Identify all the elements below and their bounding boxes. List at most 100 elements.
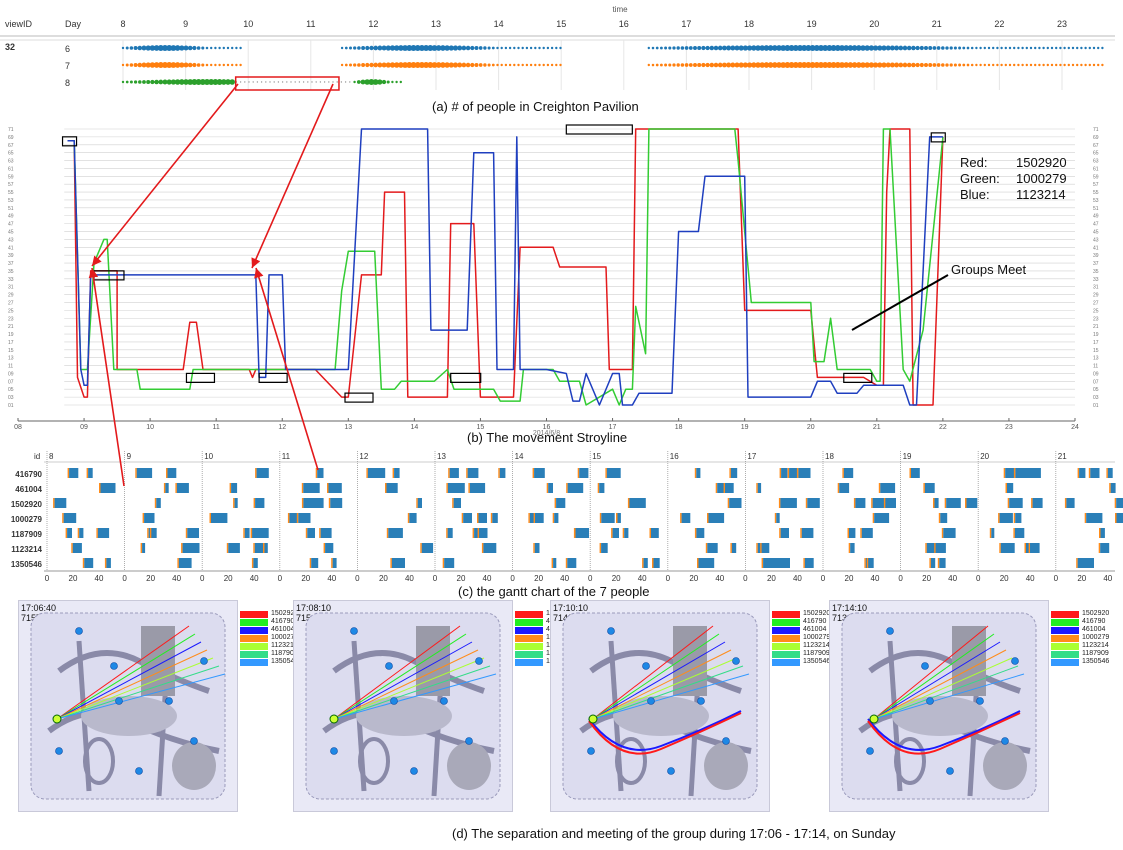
time-axis-title: time [612, 5, 628, 14]
trajectory-line [873, 625, 989, 720]
count-dot [478, 46, 483, 50]
count-dot [1092, 46, 1096, 50]
count-dot [1008, 46, 1012, 50]
gantt-block [151, 528, 157, 538]
legend-id: 1123214 [1082, 642, 1109, 649]
gantt-start-mark [944, 498, 947, 508]
gantt-start-mark [498, 468, 500, 478]
hour-tick-label: 11 [306, 19, 315, 29]
meeting-box [843, 372, 873, 383]
gantt-start-mark [1099, 528, 1101, 538]
gantt-block [253, 558, 258, 568]
day-row-label: 6 [65, 44, 70, 54]
view-id: 32 [5, 42, 15, 52]
count-dot [784, 45, 791, 51]
count-dot [822, 45, 829, 51]
count-dot [923, 62, 929, 68]
count-dot [153, 62, 160, 68]
count-dot [538, 63, 541, 67]
gantt-start-mark [649, 528, 651, 538]
count-dot [546, 46, 550, 50]
y-tick-label-left: 47 [8, 222, 14, 228]
count-dot [722, 62, 727, 68]
legend-swatch [1051, 658, 1079, 666]
count-dot [818, 62, 824, 68]
gantt-start-mark [149, 528, 152, 538]
lake [81, 696, 177, 736]
gantt-start-mark [878, 483, 881, 493]
count-dot [444, 62, 450, 68]
count-dot [121, 46, 125, 50]
y-tick-label-left: 07 [8, 379, 14, 385]
count-dot [664, 63, 668, 67]
hour-tick-label: 19 [807, 19, 817, 29]
gantt-block [567, 558, 577, 568]
y-tick-label-right: 09 [1093, 371, 1099, 377]
minute-tick-label: 20 [69, 574, 78, 583]
count-dot [839, 62, 845, 68]
legend-swatch [240, 634, 268, 642]
count-dot [491, 46, 495, 50]
meeting-box [344, 392, 374, 403]
count-dot [659, 63, 663, 67]
count-dot [722, 45, 727, 51]
count-dot [945, 46, 949, 50]
minute-tick-label: 0 [1054, 574, 1059, 583]
count-dot [898, 62, 904, 68]
count-dot [158, 79, 164, 85]
panel-time: 17:10:10 [553, 603, 589, 613]
y-tick-label-right: 59 [1093, 174, 1099, 180]
gantt-block [554, 513, 559, 523]
count-dot [730, 45, 736, 51]
count-dot [393, 62, 400, 68]
count-dot [517, 46, 520, 50]
gantt-block [843, 468, 854, 478]
minute-tick-label: 20 [689, 574, 698, 583]
plaza [447, 742, 491, 790]
legend-swatch [1051, 642, 1079, 650]
count-dot [414, 45, 421, 51]
gantt-start-mark [142, 513, 145, 523]
gantt-start-mark [552, 513, 555, 523]
gantt-start-mark [642, 558, 644, 568]
gantt-block [332, 558, 337, 568]
count-dot [410, 62, 417, 68]
y-tick-label-left: 09 [8, 371, 14, 377]
count-dot [470, 62, 475, 68]
count-dot [513, 63, 516, 67]
gantt-block [874, 513, 890, 523]
count-dot [730, 62, 736, 68]
day-label: 10 [204, 452, 213, 461]
count-dot [340, 46, 344, 50]
gantt-block [612, 528, 619, 538]
y-tick-label-right: 23 [1093, 316, 1099, 322]
count-dot [517, 63, 520, 67]
gantt-start-mark [366, 468, 368, 478]
gantt-block [79, 528, 84, 538]
minute-tick-label: 40 [483, 574, 492, 583]
y-tick-label-right: 19 [1093, 332, 1099, 338]
gantt-block [479, 528, 488, 538]
gantt-start-mark [652, 558, 654, 568]
panel-legend-item: 461004 [240, 626, 298, 634]
count-dot [491, 63, 495, 67]
count-dot [818, 45, 824, 51]
attraction-marker [926, 697, 934, 705]
group-position [52, 714, 62, 724]
gantt-start-mark [999, 543, 1001, 553]
y-tick-label-right: 27 [1093, 300, 1099, 306]
count-dot [979, 46, 982, 50]
count-dot [855, 62, 862, 68]
count-dot [763, 62, 770, 68]
y-tick-label-left: 53 [8, 198, 14, 204]
gantt-block [643, 558, 648, 568]
legend-swatch [772, 610, 800, 618]
meeting-box [185, 372, 216, 383]
legend-green: Green: 1000279 [960, 171, 1067, 186]
legend-id: 1502920 [271, 610, 299, 617]
count-dot [452, 45, 459, 51]
legend-swatch [772, 642, 800, 650]
count-dot [1101, 63, 1104, 67]
count-dot [398, 45, 404, 51]
plaza [172, 742, 216, 790]
